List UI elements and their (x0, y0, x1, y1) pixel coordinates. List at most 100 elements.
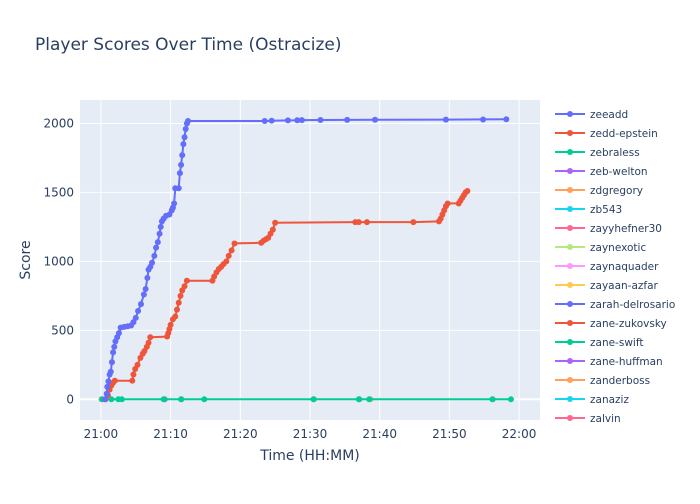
chart-title: Player Scores Over Time (Ostracize) (35, 35, 342, 55)
data-point (480, 116, 487, 123)
legend-item[interactable]: zalvin (555, 413, 621, 425)
data-point (366, 396, 373, 403)
y-tick-labels: 0 500 1000 1500 2000 (43, 116, 74, 406)
legend-item[interactable]: zeeadd (555, 109, 628, 121)
data-point (179, 152, 186, 159)
x-tick-label: 21:20 (223, 427, 258, 441)
data-point (298, 117, 305, 124)
legend-item[interactable]: zane-swift (555, 337, 643, 349)
legend-item[interactable]: zebraless (555, 147, 640, 159)
data-point (225, 252, 232, 259)
data-point (180, 141, 187, 148)
legend-swatch-marker (567, 339, 573, 345)
legend-swatch-marker (567, 111, 573, 117)
data-point (144, 274, 151, 281)
series-zedd-epstein (102, 188, 471, 403)
data-point (177, 292, 184, 299)
data-point (111, 343, 118, 350)
data-point (310, 396, 317, 403)
legend[interactable]: zeeadd zedd-epstein zebraless zeb-welton zdg… (555, 109, 675, 425)
legend-label: zeb-welton (590, 166, 648, 178)
legend-label: zaynaquader (590, 261, 659, 273)
data-point (175, 299, 182, 306)
y-axis-label: Score (18, 240, 34, 279)
data-point (157, 223, 164, 230)
legend-item[interactable]: zane-zukovsky (555, 318, 667, 330)
data-point (110, 349, 117, 356)
data-point (355, 396, 362, 403)
data-point (176, 170, 183, 177)
x-tick-label: 22:00 (502, 427, 537, 441)
legend-item[interactable]: zedd-epstein (555, 128, 658, 140)
data-point (156, 230, 163, 237)
legend-swatch-marker (567, 377, 573, 383)
legend-item[interactable]: zarah-delrosario (555, 299, 675, 311)
data-point (344, 116, 351, 123)
legend-label: zane-swift (590, 337, 643, 349)
data-point (175, 185, 182, 192)
legend-swatch-marker (567, 168, 573, 174)
legend-item[interactable]: zdgregory (555, 185, 643, 197)
data-point (151, 252, 158, 259)
data-point (442, 116, 449, 123)
series-layer (98, 116, 514, 403)
legend-swatch-marker (567, 130, 573, 136)
legend-swatch-marker (567, 358, 573, 364)
legend-item[interactable]: zanderboss (555, 375, 650, 387)
data-point (135, 308, 142, 315)
data-point (268, 117, 275, 124)
legend-swatch-marker (567, 244, 573, 250)
legend-label: zayaan-azfar (590, 280, 659, 292)
legend-item[interactable]: zeb-welton (555, 166, 648, 178)
legend-item[interactable]: zayyhefner30 (555, 223, 662, 235)
legend-label: zane-zukovsky (590, 318, 667, 330)
legend-swatch-marker (567, 149, 573, 155)
data-point (372, 116, 379, 123)
legend-label: zeeadd (590, 109, 628, 121)
legend-swatch-marker (567, 263, 573, 269)
data-point (317, 117, 324, 123)
y-tick-label: 0 (66, 392, 74, 406)
legend-swatch-marker (567, 415, 573, 421)
legend-label: zebraless (590, 147, 640, 159)
data-point (173, 306, 180, 313)
legend-item[interactable]: zb543 (555, 204, 622, 216)
data-point (107, 368, 114, 375)
x-tick-label: 21:30 (293, 427, 328, 441)
data-point (363, 219, 370, 226)
data-point (171, 200, 178, 207)
legend-item[interactable]: zane-huffman (555, 356, 663, 368)
legend-label: zaynexotic (590, 242, 646, 254)
legend-item[interactable]: zayaan-azfar (555, 280, 659, 292)
data-point (154, 239, 161, 246)
data-point (201, 396, 208, 403)
data-point (269, 226, 276, 233)
data-point (489, 396, 496, 403)
legend-swatch-marker (567, 206, 573, 212)
data-point (167, 321, 174, 328)
legend-item[interactable]: zanaziz (555, 394, 629, 406)
data-point (507, 396, 514, 403)
legend-label: zane-huffman (590, 356, 663, 368)
legend-label: zayyhefner30 (590, 223, 662, 235)
legend-label: zanderboss (590, 375, 650, 387)
data-point (101, 396, 108, 403)
legend-swatch-marker (567, 282, 573, 288)
series-zebraless (99, 396, 514, 403)
y-tick-label: 2000 (43, 116, 74, 130)
data-point (130, 371, 137, 378)
data-point (294, 117, 301, 124)
data-point (178, 161, 185, 168)
data-point (410, 219, 417, 226)
data-point (149, 259, 156, 266)
data-point (134, 361, 141, 368)
legend-label: zdgregory (590, 185, 643, 197)
x-tick-label: 21:10 (153, 427, 188, 441)
legend-item[interactable]: zaynexotic (555, 242, 646, 254)
data-point (183, 277, 190, 284)
y-tick-label: 500 (51, 323, 74, 337)
legend-item[interactable]: zaynaquader (555, 261, 659, 273)
data-point (223, 258, 230, 265)
